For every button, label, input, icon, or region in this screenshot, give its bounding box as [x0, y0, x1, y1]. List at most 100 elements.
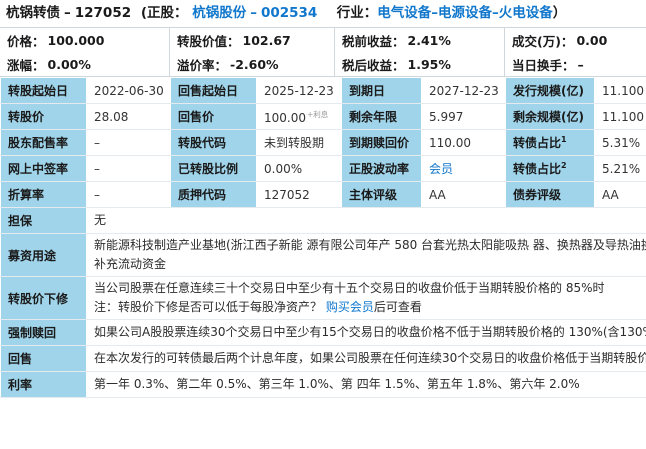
label-fund-usage: 募资用途 [0, 233, 87, 277]
label-putback-start-date: 回售起始日 [170, 77, 257, 104]
membership-link-volatility[interactable]: 会员 [429, 162, 454, 176]
quote-value-premium-rate: -2.60% [230, 56, 279, 72]
quote-label-price: 价格： [7, 33, 45, 49]
downward-revision-note-prefix: 注：转股价下修是否可以低于每股净资产？ [94, 300, 326, 314]
quote-cell-premium-rate: 溢价率： -2.60% [170, 52, 335, 76]
table-row: 募资用途 新能源科技制造产业基地(浙江西子新能 源有限公司年产 580 台套光热… [0, 233, 646, 277]
label-conversion-price: 转股价 [0, 103, 87, 130]
table-row: 转股价 28.08 回售价 100.00+利息 剩余年限 5.997 剩余规模(… [0, 103, 646, 130]
value-converted-ratio: 0.00% [256, 155, 342, 182]
table-row: 担保 无 [0, 207, 646, 234]
label-bond-ratio-2: 转债占比2 [505, 155, 595, 182]
putback-price-number: 100.00 [264, 110, 306, 125]
quote-value-turnover-amount: 0.00 [576, 32, 608, 48]
table-row: 折算率 – 质押代码 127052 主体评级 AA 债券评级 AA [0, 181, 646, 208]
bond-name: 杭锅转债 [6, 5, 60, 21]
value-putback-start-date: 2025-12-23 [256, 77, 342, 104]
table-row: 转股价下修 当公司股票在任意连续三十个交易日中至少有十五个交易日的收盘价低于当期… [0, 276, 646, 320]
value-bond-rating: AA [594, 181, 646, 208]
bond-code: 127052 [74, 5, 132, 21]
quote-label-conversion-value: 转股价值： [177, 33, 240, 49]
label-converted-ratio: 已转股比例 [170, 155, 257, 182]
quote-label-aftertax-yield: 税后收益： [342, 57, 405, 73]
value-conversion-price: 28.08 [86, 103, 171, 130]
bond-info-table: 转股起始日 2022-06-30 回售起始日 2025-12-23 到期日 20… [0, 77, 646, 398]
value-maturity-date: 2027-12-23 [421, 77, 506, 104]
quote-value-change-pct: 0.00% [47, 56, 91, 72]
label-putback-clause: 回售 [0, 345, 87, 372]
label-forced-redemption: 强制赎回 [0, 319, 87, 346]
label-stock-volatility: 正股波动率 [341, 155, 422, 182]
title-suffix: ） [552, 5, 567, 21]
label-maturity-date: 到期日 [341, 77, 422, 104]
quote-value-pretax-yield: 2.41% [407, 32, 451, 48]
label-shareholder-allotment-rate: 股东配售率 [0, 129, 87, 156]
value-conversion-rate: – [86, 181, 171, 208]
label-pledge-code: 质押代码 [170, 181, 257, 208]
page-title: 杭锅转债 –127052 (正股： 杭锅股份 –002534 行业：电气设备–电源设… [0, 0, 646, 27]
quote-label-pretax-yield: 税前收益： [342, 33, 405, 49]
label-bond-ratio-1: 转债占比1 [505, 129, 595, 156]
bond-ratio-1-superscript: 1 [561, 135, 567, 144]
stock-code-link[interactable]: 002534 [260, 5, 318, 21]
label-guarantee: 担保 [0, 207, 87, 234]
label-issuer-rating: 主体评级 [341, 181, 422, 208]
bond-ratio-2-superscript: 2 [561, 161, 567, 170]
industry-link[interactable]: 电气设备–电源设备–火电设备 [377, 5, 553, 21]
quote-cell-price: 价格： 100.000 [0, 28, 170, 52]
quote-cell-daily-turnover: 当日换手： – [505, 52, 646, 76]
quote-label-premium-rate: 溢价率： [177, 57, 228, 73]
value-maturity-redemption-price: 110.00 [421, 129, 506, 156]
label-remaining-years: 剩余年限 [341, 103, 422, 130]
stock-prefix-label: (正股： [140, 5, 188, 21]
label-conversion-rate: 折算率 [0, 181, 87, 208]
label-bond-rating: 债券评级 [505, 181, 595, 208]
value-conversion-code: 未到转股期 [256, 129, 342, 156]
quote-cell-change-pct: 涨幅： 0.00% [0, 52, 170, 76]
value-interest-rate: 第一年 0.3%、第二年 0.5%、第三年 1.0%、第 四年 1.5%、第五年… [86, 371, 646, 398]
industry-label: 行业： [336, 5, 378, 21]
quote-value-price: 100.000 [47, 32, 105, 48]
label-interest-rate: 利率 [0, 371, 87, 398]
value-remaining-years: 5.997 [421, 103, 506, 130]
value-stock-volatility[interactable]: 会员 [421, 155, 506, 182]
value-putback-price: 100.00+利息 [256, 103, 342, 130]
value-putback-clause: 在本次发行的可转债最后两个计息年度，如果公司股票在任何连续30个交易日的收盘价格… [86, 345, 646, 372]
quote-label-daily-turnover: 当日换手： [512, 57, 575, 73]
label-conv-start-date: 转股起始日 [0, 77, 87, 104]
putback-price-interest-note: +利息 [307, 109, 329, 119]
label-remaining-size: 剩余规模(亿) [505, 103, 595, 130]
value-online-winning-rate: – [86, 155, 171, 182]
table-row: 利率 第一年 0.3%、第二年 0.5%、第三年 1.0%、第 四年 1.5%、… [0, 371, 646, 398]
buy-membership-link[interactable]: 购买会员 [325, 300, 374, 314]
title-dash: – [64, 5, 71, 21]
fund-usage-line-2: 补充流动资金 [94, 257, 167, 271]
value-bond-ratio-1: 5.31% [594, 129, 646, 156]
fund-usage-line-1: 新能源科技制造产业基地(浙江西子新能 源有限公司年产 580 台套光热太阳能吸热… [94, 238, 646, 252]
value-pledge-code: 127052 [256, 181, 342, 208]
table-row: 转股起始日 2022-06-30 回售起始日 2025-12-23 到期日 20… [0, 77, 646, 104]
table-row: 强制赎回 如果公司A股股票连续30个交易日中至少有15个交易日的收盘价格不低于当… [0, 319, 646, 346]
value-issue-size: 11.100 [594, 77, 646, 104]
value-issuer-rating: AA [421, 181, 506, 208]
quote-value-conversion-value: 102.67 [242, 32, 291, 48]
stock-link-dash: – [250, 5, 257, 21]
label-online-winning-rate: 网上中签率 [0, 155, 87, 182]
label-conversion-code: 转股代码 [170, 129, 257, 156]
table-row: 回售 在本次发行的可转债最后两个计息年度，如果公司股票在任何连续30个交易日的收… [0, 345, 646, 372]
quote-value-aftertax-yield: 1.95% [407, 56, 451, 72]
value-conv-start-date: 2022-06-30 [86, 77, 171, 104]
downward-revision-note: 注：转股价下修是否可以低于每股净资产？ 购买会员后可查看 [94, 298, 639, 317]
quote-label-turnover-amount: 成交(万)： [512, 33, 574, 49]
label-putback-price: 回售价 [170, 103, 257, 130]
label-issue-size: 发行规模(亿) [505, 77, 595, 104]
table-row: 网上中签率 – 已转股比例 0.00% 正股波动率 会员 转债占比2 5.21% [0, 155, 646, 182]
quote-cell-pretax-yield: 税前收益： 2.41% [335, 28, 505, 52]
stock-name-link[interactable]: 杭锅股份 [192, 5, 247, 21]
quote-cell-aftertax-yield: 税后收益： 1.95% [335, 52, 505, 76]
value-shareholder-allotment-rate: – [86, 129, 171, 156]
value-fund-usage: 新能源科技制造产业基地(浙江西子新能 源有限公司年产 580 台套光热太阳能吸热… [86, 233, 646, 277]
quote-cell-turnover-amount: 成交(万)： 0.00 [505, 28, 646, 52]
quote-value-daily-turnover: – [577, 56, 584, 72]
